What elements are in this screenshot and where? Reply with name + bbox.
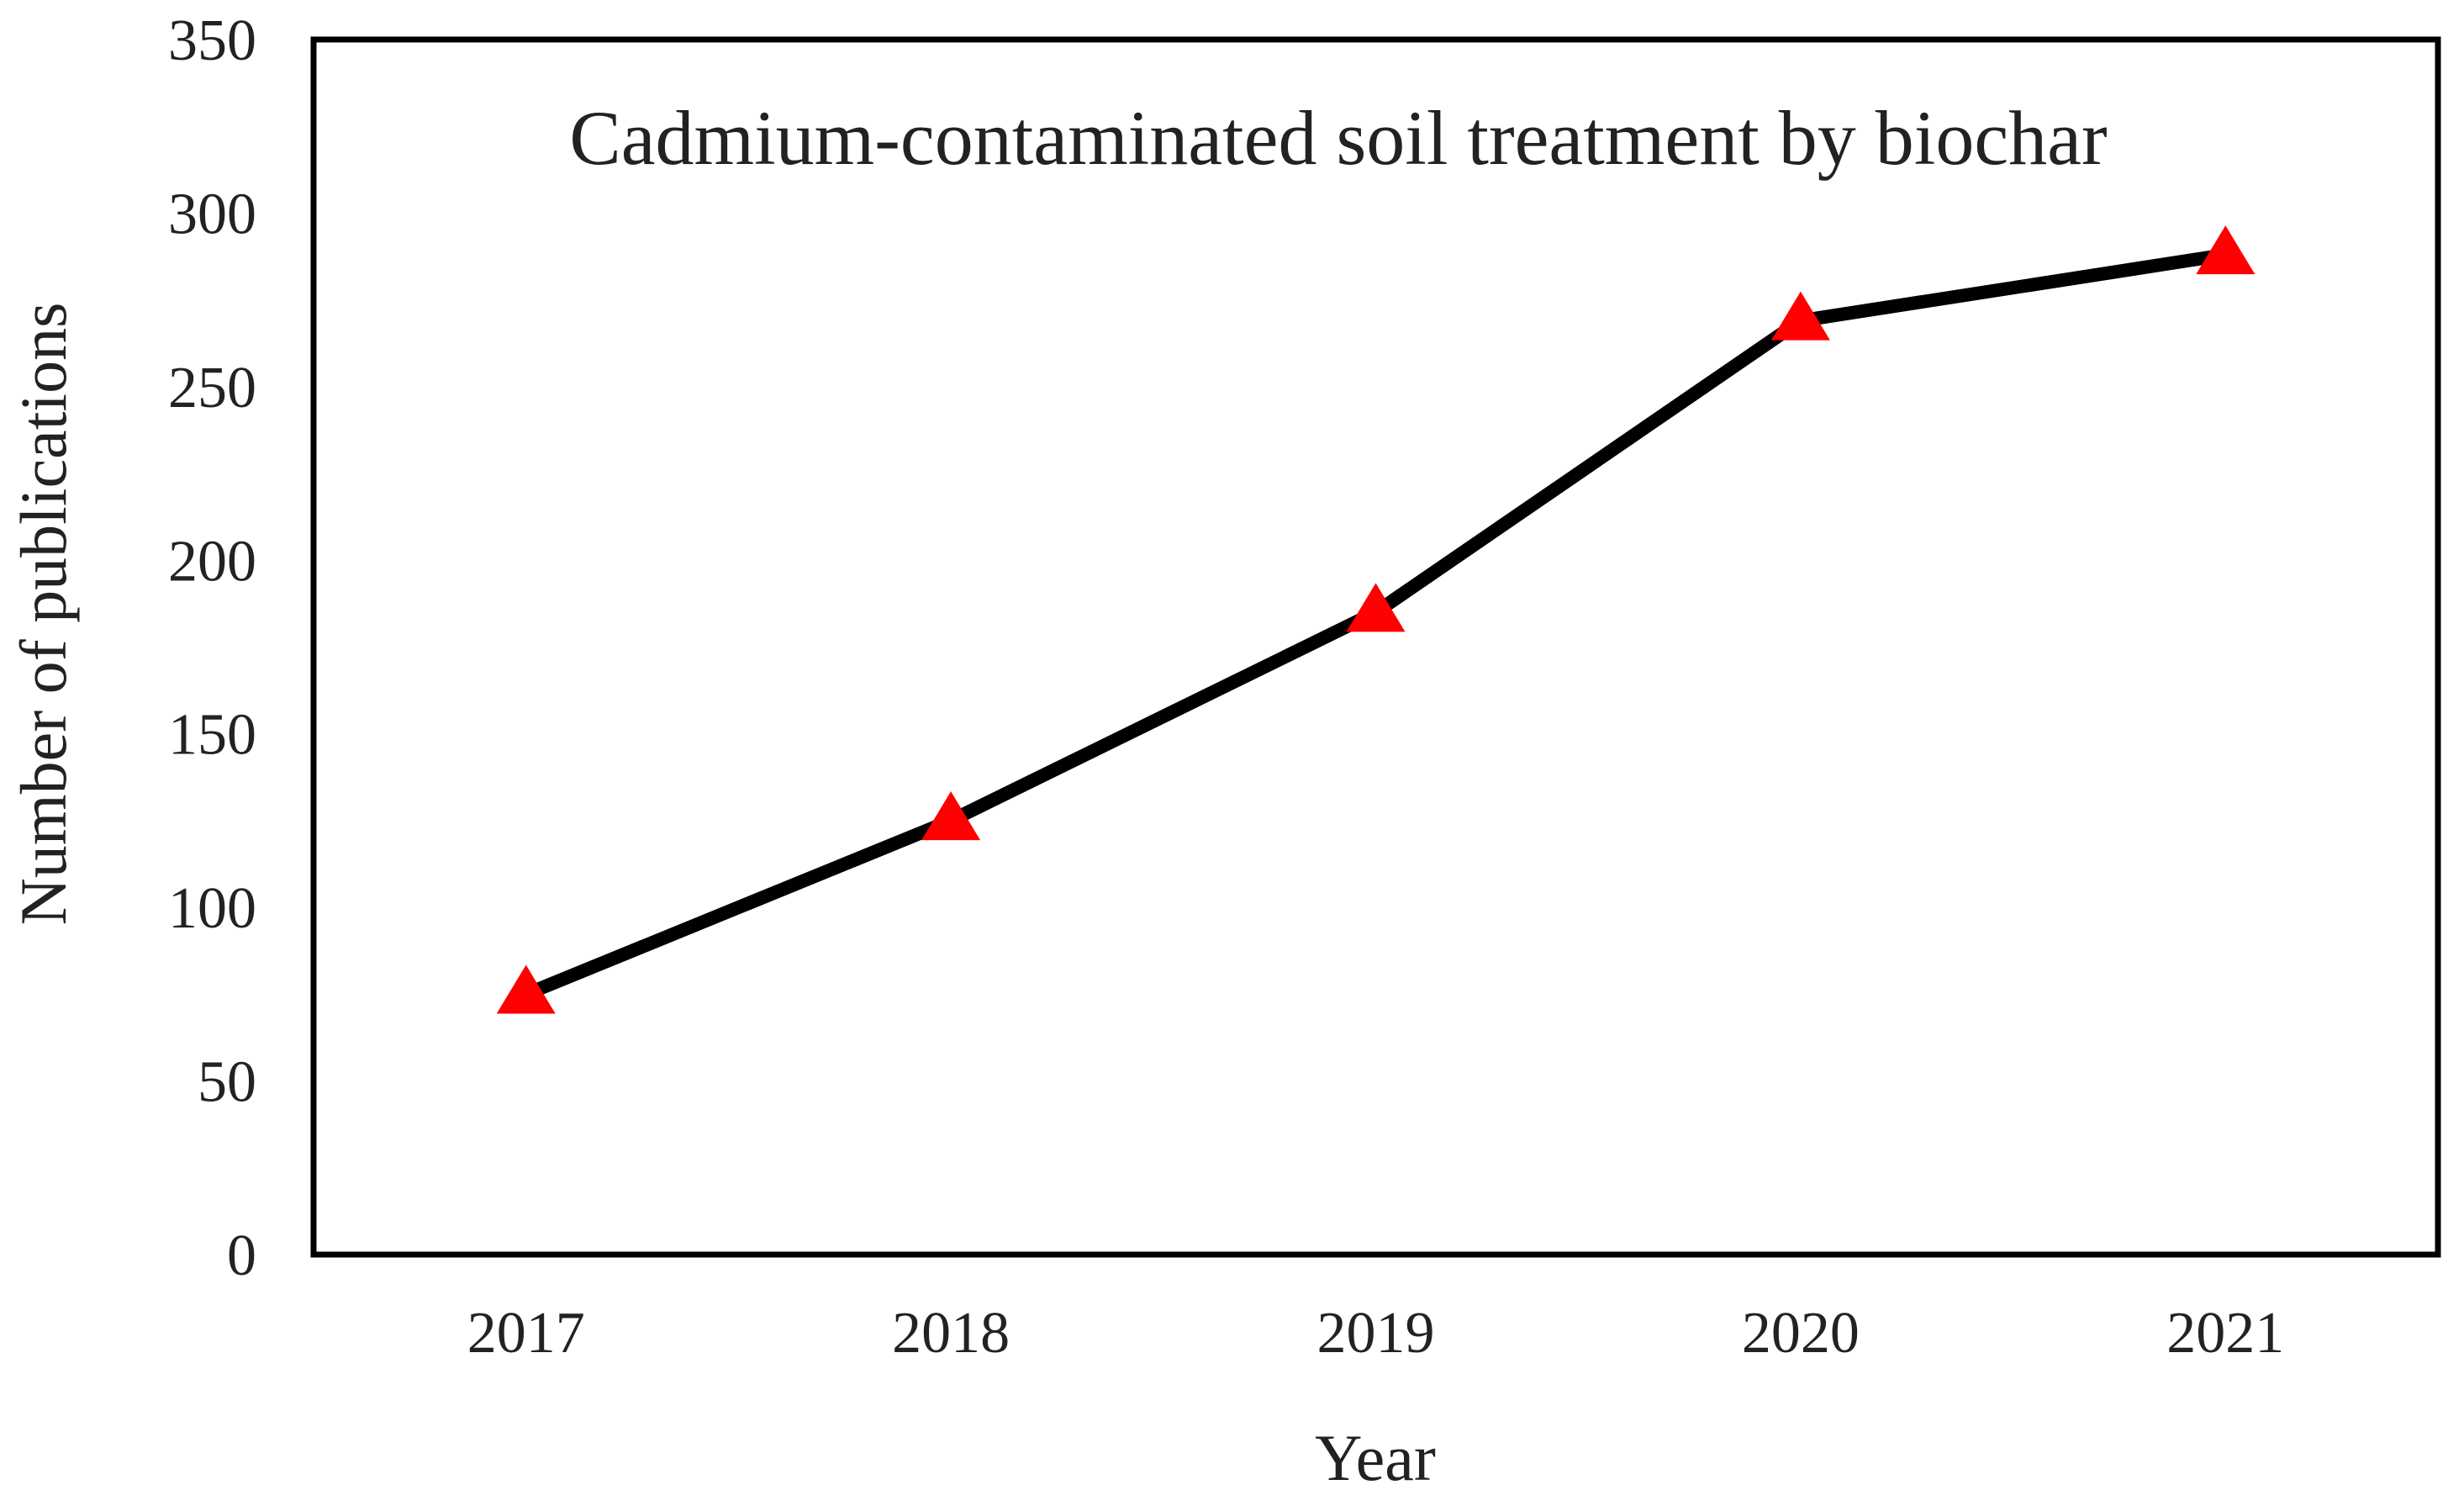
y-axis-ticks: 0 50 100 150 200 250 300 350	[168, 8, 256, 1288]
y-tick-label: 300	[168, 182, 256, 246]
data-point-marker	[921, 791, 981, 841]
x-tick-label: 2019	[1317, 1301, 1435, 1366]
data-point-marker	[2196, 225, 2256, 275]
y-tick-label: 50	[198, 1050, 256, 1115]
y-tick-label: 250	[168, 356, 256, 420]
data-point-marker	[496, 964, 556, 1014]
data-point-marker	[1770, 291, 1830, 341]
y-tick-label: 150	[168, 703, 256, 768]
plot-frame	[310, 36, 2441, 1258]
x-axis-ticks: 2017 2018 2019 2020 2021	[467, 1301, 2285, 1366]
y-tick-label: 200	[168, 529, 256, 594]
x-tick-label: 2018	[892, 1301, 1010, 1366]
data-point-marker	[1346, 583, 1406, 632]
y-tick-label: 100	[168, 876, 256, 941]
y-tick-label: 0	[227, 1223, 256, 1288]
series-layer	[496, 225, 2256, 1014]
x-tick-label: 2017	[467, 1301, 585, 1366]
chart-title: Cadmium-contaminated soil treatment by b…	[569, 95, 2107, 181]
x-tick-label: 2021	[2166, 1301, 2284, 1366]
x-axis-label: Year	[1315, 1421, 1436, 1494]
y-tick-label: 350	[168, 8, 256, 73]
y-axis-label: Number of publications	[7, 303, 80, 926]
x-tick-label: 2020	[1742, 1301, 1860, 1366]
